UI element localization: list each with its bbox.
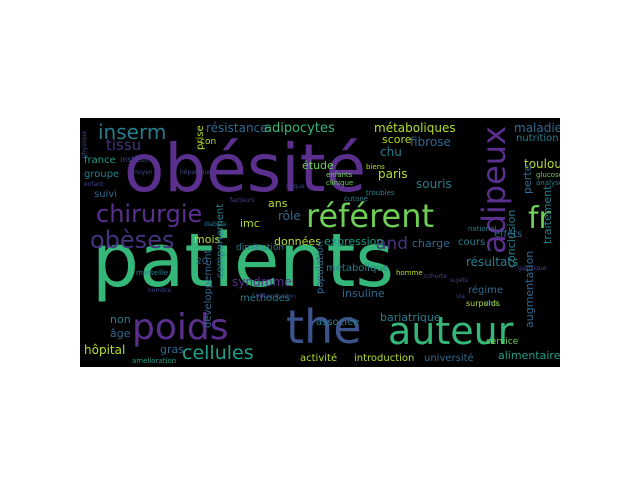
word: introduction <box>354 353 415 364</box>
word: syndrome <box>232 275 292 289</box>
word: and <box>376 234 408 254</box>
word: glucose <box>536 171 560 179</box>
word: imc <box>240 217 260 230</box>
word: hépatique <box>180 169 211 176</box>
word: risque <box>286 183 305 190</box>
word: étude <box>302 159 334 172</box>
word: the <box>286 300 362 354</box>
word: national <box>468 225 497 233</box>
word: données <box>274 235 321 248</box>
word: vivo <box>484 299 499 307</box>
word: métabolique <box>326 263 389 274</box>
word: surpoids <box>466 299 500 308</box>
word: chu <box>380 145 402 159</box>
word: auteur <box>388 309 514 353</box>
word: patients <box>92 218 394 304</box>
word: comportement <box>215 203 226 278</box>
word: marseille <box>136 269 169 277</box>
word: enfant <box>84 181 104 188</box>
word: gastrique <box>518 265 547 272</box>
word: méthodes <box>240 293 290 304</box>
word: alimentaire <box>498 349 560 362</box>
word: régime <box>468 285 504 296</box>
word: souris <box>416 177 452 191</box>
word: effets <box>494 229 523 240</box>
word: conclusion <box>505 209 518 268</box>
word-cloud: obésité patients the auteur référent fr … <box>80 118 560 367</box>
word: analyse <box>536 179 560 187</box>
word: obésité <box>124 130 367 207</box>
word: métaboliques <box>374 121 456 135</box>
word: amélioration <box>132 357 177 365</box>
word: troubles <box>366 189 395 197</box>
word: suivi <box>94 189 118 200</box>
word: fr <box>528 201 551 236</box>
word: âge <box>110 327 131 340</box>
word: 20 <box>196 257 208 267</box>
word: mois <box>194 233 221 246</box>
word: diminution <box>236 243 285 253</box>
word: non <box>110 313 131 326</box>
word: perte <box>521 164 534 194</box>
word: chirurgie <box>96 200 203 228</box>
word: inserm <box>98 120 167 144</box>
word: hôpital <box>84 343 126 357</box>
word: expression <box>324 235 384 248</box>
word: ans <box>268 197 288 210</box>
word: nutrition <box>516 133 559 144</box>
word: population <box>315 240 326 294</box>
word: cellules <box>182 342 254 364</box>
word: enfants <box>326 171 353 179</box>
word: associée <box>316 317 360 328</box>
word: france <box>84 155 116 166</box>
word: facteurs <box>230 197 255 204</box>
word: référent <box>306 197 435 235</box>
word: service <box>486 337 519 347</box>
word: gras <box>160 343 184 356</box>
word: score <box>382 133 412 146</box>
word: traitement <box>541 185 554 244</box>
word: paris <box>378 167 408 181</box>
word: adipocytes <box>264 121 335 136</box>
word: homme <box>396 269 423 277</box>
word: résultats <box>466 255 519 269</box>
word: inflammation <box>256 293 296 300</box>
word: con <box>200 137 217 147</box>
word: activité <box>300 353 338 364</box>
word: cutané <box>344 195 369 203</box>
word: charge <box>412 237 450 250</box>
word: université <box>424 353 474 364</box>
word: cohorte <box>424 273 447 280</box>
word: biens <box>366 163 385 171</box>
word: moyen <box>132 169 153 176</box>
word: physique <box>81 130 88 158</box>
word: cours <box>458 237 486 248</box>
word: augmentation <box>523 250 536 328</box>
word: obèses <box>90 226 175 254</box>
word: diabète <box>204 221 227 228</box>
word: insuline <box>342 287 385 300</box>
word: groupe <box>84 169 120 180</box>
word: fibrose <box>410 135 451 149</box>
word: bariatrique <box>380 311 441 324</box>
word: via <box>456 293 465 300</box>
word: clinique <box>326 179 354 187</box>
word: poids <box>132 307 229 348</box>
word: institut <box>120 155 149 164</box>
word: tissu <box>106 136 142 154</box>
word: sujets <box>450 277 468 284</box>
word: nombre <box>148 287 172 294</box>
word: toulouse <box>524 157 560 171</box>
word: maladies <box>514 121 560 135</box>
word: résistance <box>206 121 268 135</box>
word: rôle <box>278 209 301 223</box>
